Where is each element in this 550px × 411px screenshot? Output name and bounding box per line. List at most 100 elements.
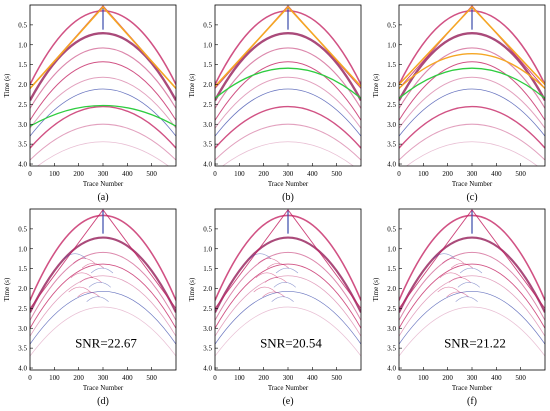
x-axis: 0 100 200 300 400 500 xyxy=(397,163,526,178)
seismic-section xyxy=(399,5,545,166)
x-axis-label: Trace Number xyxy=(268,384,309,392)
panel-d: 0.5 1.0 1.5 2.0 2.5 3.0 3.5 4.0 Time (s) 0 100 200 3… xyxy=(3,208,177,407)
seismic-event xyxy=(399,251,545,321)
seismic-event xyxy=(399,76,545,129)
residual-event xyxy=(455,296,478,302)
panel-c: 0.5 1.0 1.5 2.0 2.5 3.0 3.5 4.0 Time (s) 0 100 200 3… xyxy=(372,4,546,203)
seismic-event xyxy=(399,291,545,345)
residual-event xyxy=(457,282,480,288)
mute-curve-green xyxy=(215,67,361,99)
y-tick-label: 2.0 xyxy=(203,285,212,293)
y-tick-label: 1.0 xyxy=(203,41,212,49)
y-tick-label: 1.5 xyxy=(203,265,212,273)
mute-line-outer xyxy=(215,5,361,88)
x-tick-label: 100 xyxy=(234,374,245,382)
seismic-event xyxy=(215,106,361,149)
x-tick-label: 0 xyxy=(397,170,401,178)
x-tick-label: 500 xyxy=(331,374,342,382)
panel-caption: (f) xyxy=(467,396,477,407)
x-axis: 0 100 200 300 400 500 xyxy=(28,163,157,178)
x-axis-label: Trace Number xyxy=(83,180,124,188)
residual-event xyxy=(81,262,105,269)
x-tick-label: 200 xyxy=(73,170,84,178)
residual-event xyxy=(441,258,465,264)
seismic-event xyxy=(215,251,361,321)
x-tick-label: 300 xyxy=(467,170,478,178)
seismic-section xyxy=(215,5,361,166)
y-tick-label: 2.5 xyxy=(203,101,212,109)
y-tick-label: 3.5 xyxy=(387,345,396,353)
x-tick-label: 100 xyxy=(234,170,245,178)
y-tick-label: 0.5 xyxy=(18,225,27,233)
seismic-event xyxy=(30,106,176,149)
residual-event xyxy=(248,253,272,259)
seismic-event xyxy=(406,141,538,166)
y-axis: 0.5 1.0 1.5 2.0 2.5 3.0 3.5 4.0 xyxy=(18,225,33,373)
residual-event xyxy=(262,291,285,298)
y-tick-label: 0.5 xyxy=(18,21,27,29)
residual-event xyxy=(72,258,96,264)
x-tick-label: 0 xyxy=(28,374,32,382)
snr-label: SNR=20.54 xyxy=(260,335,322,350)
seismic-section xyxy=(30,5,176,166)
y-tick-label: 3.0 xyxy=(203,325,212,333)
y-tick-label: 0.5 xyxy=(203,225,212,233)
seismic-event xyxy=(215,291,361,345)
panel-caption: (b) xyxy=(282,192,294,203)
seismic-event xyxy=(30,251,176,321)
y-axis: 0.5 1.0 1.5 2.0 2.5 3.0 3.5 4.0 xyxy=(387,225,402,373)
seismic-event xyxy=(37,141,169,166)
panel-caption: (e) xyxy=(282,396,293,407)
seismic-event xyxy=(30,61,176,121)
y-tick-label: 3.5 xyxy=(18,141,27,149)
residual-event xyxy=(255,272,278,278)
seismic-section xyxy=(399,209,545,370)
residual-event xyxy=(88,282,111,288)
x-tick-label: 300 xyxy=(283,374,294,382)
y-tick-label: 2.5 xyxy=(387,101,396,109)
seismic-event xyxy=(30,76,176,129)
y-tick-label: 2.0 xyxy=(18,81,27,89)
y-tick-label: 1.5 xyxy=(387,265,396,273)
panel-f: 0.5 1.0 1.5 2.0 2.5 3.0 3.5 4.0 Time (s) 0 100 200 3… xyxy=(372,208,546,407)
seismic-event xyxy=(215,263,361,329)
seismic-event xyxy=(399,61,545,121)
seismic-event xyxy=(30,31,176,101)
residual-event xyxy=(446,291,469,298)
y-tick-label: 1.0 xyxy=(203,245,212,253)
y-tick-label: 3.0 xyxy=(387,121,396,129)
panel-b: 0.5 1.0 1.5 2.0 2.5 3.0 3.5 4.0 Time (s) 0 100 200 3… xyxy=(188,4,362,203)
seismic-event xyxy=(222,141,354,166)
x-tick-label: 0 xyxy=(397,374,401,382)
seismic-section xyxy=(30,209,176,370)
y-tick-label: 2.5 xyxy=(18,101,27,109)
y-tick-label: 3.5 xyxy=(387,141,396,149)
residual-event xyxy=(79,277,102,283)
y-tick-label: 3.5 xyxy=(203,345,212,353)
y-tick-label: 1.5 xyxy=(18,265,27,273)
seismic-event xyxy=(399,306,545,357)
x-axis: 0 100 200 300 400 500 xyxy=(397,367,526,382)
x-tick-label: 500 xyxy=(146,170,157,178)
residual-event xyxy=(432,253,456,259)
x-axis-label: Trace Number xyxy=(452,384,493,392)
seismic-event xyxy=(399,31,545,101)
y-tick-label: 2.0 xyxy=(18,285,27,293)
x-axis: 0 100 200 300 400 500 xyxy=(213,367,342,382)
y-tick-label: 1.5 xyxy=(387,61,396,69)
seismic-event xyxy=(215,88,361,137)
residual-event xyxy=(63,253,87,259)
x-axis: 0 100 200 300 400 500 xyxy=(213,163,342,178)
seismic-event xyxy=(215,61,361,121)
residual-event xyxy=(86,296,109,302)
seismic-event xyxy=(215,31,361,101)
y-tick-label: 2.5 xyxy=(18,305,27,313)
seismic-event xyxy=(30,47,176,109)
x-tick-label: 300 xyxy=(98,374,109,382)
y-tick-label: 2.5 xyxy=(203,305,212,313)
y-axis: 0.5 1.0 1.5 2.0 2.5 3.0 3.5 4.0 xyxy=(18,21,33,169)
mute-line-outer xyxy=(399,5,545,86)
y-axis-label: Time (s) xyxy=(3,277,11,301)
snr-label: SNR=22.67 xyxy=(75,335,137,350)
panel-caption: (a) xyxy=(97,192,108,203)
